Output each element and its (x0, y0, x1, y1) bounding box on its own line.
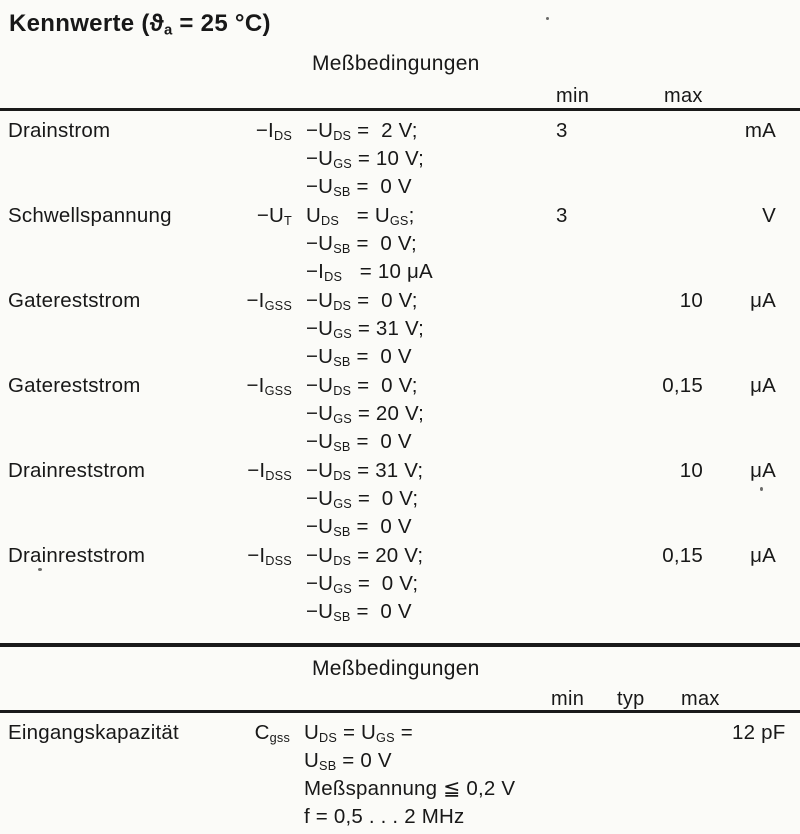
min-value (556, 457, 603, 541)
parameter-symbol: −UT (256, 204, 292, 228)
max-value: 0,15 (662, 544, 703, 567)
condition-line: −USB = 0 V (306, 430, 412, 454)
parameter-name: Drainreststrom (8, 544, 146, 567)
unit-label: V (762, 204, 776, 227)
scan-speck (760, 487, 763, 491)
unit-label: μA (750, 374, 776, 397)
condition-line: −UGS = 10 V; (306, 147, 425, 171)
condition-line: −UGS = 0 V; (306, 572, 419, 596)
parameter-name: Eingangskapazität (8, 721, 179, 744)
condition-line: UDS = UGS; (306, 204, 415, 228)
characteristics-table: Drainstrom −IDS −UDS = 2 V; −UGS = 10 V; −US… (0, 117, 800, 627)
max-value (603, 117, 703, 201)
condition-line: −UDS = 20 V; (306, 544, 424, 568)
measurement-conditions: UDS = UGS = USB = 0 V Meßspannung ≦ 0,2 V f… (304, 719, 628, 831)
table-separator-rule (0, 643, 800, 647)
unit-label: μA (750, 459, 776, 482)
table1-column-header-max: max (664, 85, 703, 107)
condition-line: −UDS = 2 V; (306, 119, 418, 143)
max-value: 10 (679, 459, 703, 482)
min-value (628, 719, 732, 831)
measurement-conditions: −UDS = 0 V; −UGS = 31 V; −USB = 0 V (306, 287, 556, 371)
parameter-symbol: Cgss (254, 721, 290, 745)
measurement-conditions: −UDS = 0 V; −UGS = 20 V; −USB = 0 V (306, 372, 556, 456)
table-row: Schwellspannung −UT UDS = UGS; −USB = 0 V; −… (0, 202, 800, 286)
table2-column-header-min: min (551, 688, 585, 710)
table-row: Gatereststrom −IGSS −UDS = 0 V; −UGS = 31 V… (0, 287, 800, 371)
scan-speck (38, 568, 42, 571)
measurement-conditions: −UDS = 31 V; −UGS = 0 V; −USB = 0 V (306, 457, 556, 541)
condition-line: −USB = 0 V; (306, 232, 417, 256)
unit-label: mA (744, 119, 776, 142)
unit-label: μA (750, 544, 776, 567)
table2-column-header-max: max (681, 688, 720, 710)
min-value: 3 (556, 204, 568, 227)
condition-line: UDS = UGS = (304, 721, 413, 745)
condition-line: −UDS = 31 V; (306, 459, 424, 483)
min-value: 3 (556, 119, 568, 142)
condition-line: −IDS = 10 μA (306, 260, 433, 284)
table-row: Eingangskapazität Cgss UDS = UGS = USB = 0 … (0, 719, 800, 831)
capacitance-table: Eingangskapazität Cgss UDS = UGS = USB = 0 … (0, 719, 800, 832)
parameter-name: Gatereststrom (8, 374, 141, 397)
measurement-conditions: UDS = UGS; −USB = 0 V; −IDS = 10 μA (306, 202, 556, 286)
max-value (603, 202, 703, 286)
max-value: 0,15 (662, 374, 703, 397)
condition-line: Meßspannung ≦ 0,2 V (304, 777, 516, 800)
table-row: Gatereststrom −IGSS −UDS = 0 V; −UGS = 20 V… (0, 372, 800, 456)
table-row: Drainreststrom −IDSS −UDS = 31 V; −UGS = 0 … (0, 457, 800, 541)
condition-line: −USB = 0 V (306, 515, 412, 539)
parameter-name: Drainreststrom (8, 459, 146, 482)
table2-header-messbedingungen: Meßbedingungen (312, 657, 480, 680)
table2-column-header-typ: typ (617, 688, 645, 710)
parameter-name: Drainstrom (8, 119, 111, 142)
condition-line: −USB = 0 V (306, 345, 412, 369)
parameter-name: Schwellspannung (8, 204, 172, 227)
table1-header-messbedingungen: Meßbedingungen (312, 52, 480, 75)
parameter-symbol: −IDS (255, 119, 292, 143)
condition-line: −UGS = 31 V; (306, 317, 425, 341)
condition-line: f = 0,5 . . . 2 MHz (304, 805, 465, 828)
table1-column-header-min: min (556, 85, 590, 107)
parameter-name: Gatereststrom (8, 289, 141, 312)
table-row: Drainstrom −IDS −UDS = 2 V; −UGS = 10 V; −US… (0, 117, 800, 201)
scan-speck (546, 17, 549, 20)
min-value (556, 287, 603, 371)
parameter-symbol: −IDSS (247, 459, 292, 483)
condition-line: −UGS = 0 V; (306, 487, 419, 511)
table2-header-rule (0, 710, 800, 713)
measurement-conditions: −UDS = 2 V; −UGS = 10 V; −USB = 0 V (306, 117, 556, 201)
min-value (556, 372, 603, 456)
max-value: 10 (679, 289, 703, 312)
table-row: Drainreststrom −IDSS −UDS = 20 V; −UGS = 0 … (0, 542, 800, 626)
condition-line: −UDS = 0 V; (306, 374, 418, 398)
parameter-symbol: −IGSS (246, 374, 292, 398)
page-title: Kennwerte (ϑa = 25 °C) (9, 10, 271, 39)
parameter-symbol: −IDSS (247, 544, 292, 568)
condition-line: −USB = 0 V (306, 600, 412, 624)
min-value (556, 542, 603, 626)
measurement-conditions: −UDS = 20 V; −UGS = 0 V; −USB = 0 V (306, 542, 556, 626)
parameter-symbol: −IGSS (246, 289, 292, 313)
condition-line: −UGS = 20 V; (306, 402, 425, 426)
table1-header-rule (0, 108, 800, 111)
condition-line: USB = 0 V (304, 749, 392, 773)
condition-line: −UDS = 0 V; (306, 289, 418, 313)
condition-line: −USB = 0 V (306, 175, 412, 199)
unit-label: μA (750, 289, 776, 312)
